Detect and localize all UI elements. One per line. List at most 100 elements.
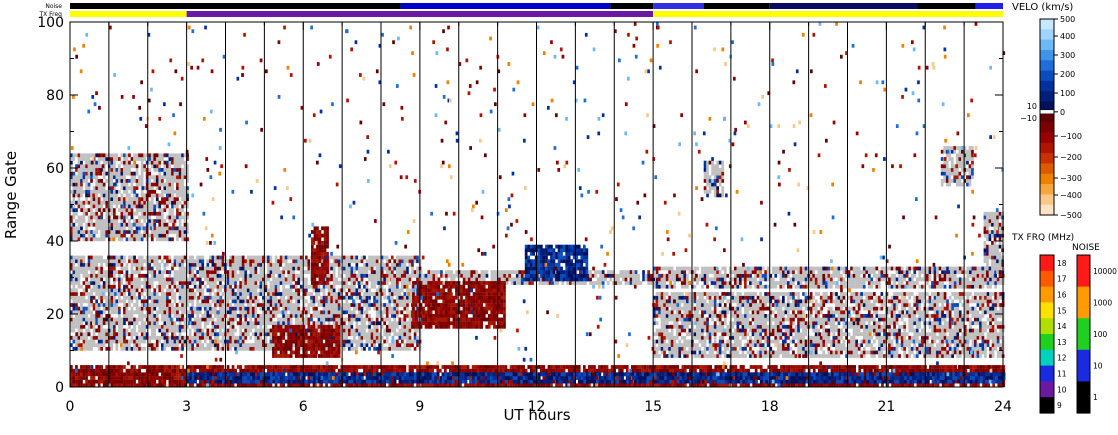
range-cell	[140, 197, 144, 201]
range-cell	[766, 295, 770, 300]
range-cell	[254, 317, 258, 322]
range-cell	[168, 171, 172, 176]
range-cell	[244, 332, 248, 337]
range-cell	[85, 306, 88, 311]
range-cell	[345, 295, 349, 300]
range-cell	[784, 350, 788, 355]
range-cell	[262, 277, 265, 282]
range-cell	[726, 299, 730, 304]
range-cell	[72, 270, 76, 274]
range-cell	[221, 273, 225, 278]
range-cell	[75, 324, 78, 329]
range-cell	[503, 273, 506, 278]
range-cell	[75, 310, 78, 315]
range-cell	[130, 266, 134, 271]
range-cell	[82, 157, 86, 161]
range-cell	[746, 332, 750, 337]
range-cell	[110, 211, 114, 216]
range-cell	[178, 277, 182, 282]
range-cell	[701, 321, 704, 326]
range-cell	[173, 168, 177, 172]
range-cell	[178, 193, 182, 198]
range-cell	[85, 321, 88, 326]
range-cell	[163, 160, 167, 165]
range-cell	[229, 328, 232, 333]
range-cell	[100, 153, 103, 158]
range-cell	[95, 288, 98, 293]
range-cell	[113, 284, 116, 289]
range-cell	[226, 262, 230, 267]
range-cell	[658, 314, 661, 318]
range-cell	[153, 189, 157, 194]
range-cell	[226, 303, 230, 307]
range-cell	[462, 277, 466, 282]
range-cell	[665, 314, 669, 318]
range-cell	[728, 335, 732, 340]
range-cell	[688, 292, 692, 296]
range-cell	[358, 328, 361, 333]
range-cell	[118, 273, 121, 278]
range-cell	[188, 335, 192, 340]
range-cell	[125, 343, 129, 347]
range-cell	[158, 160, 162, 165]
range-cell	[209, 281, 212, 285]
range-cell	[72, 262, 76, 267]
range-cell	[183, 310, 187, 315]
header-bars	[70, 3, 1003, 17]
range-cell	[337, 281, 341, 285]
range-cell	[143, 266, 146, 271]
range-cell	[97, 219, 101, 223]
range-cell	[723, 306, 727, 311]
range-cell	[163, 222, 167, 227]
range-cell	[716, 346, 719, 351]
range-cell	[133, 288, 136, 293]
range-cell	[249, 262, 253, 267]
range-cell	[688, 332, 692, 337]
range-cell	[72, 215, 76, 220]
range-cell	[383, 346, 386, 351]
range-cell	[246, 306, 250, 311]
range-cell	[731, 335, 735, 340]
range-cell	[302, 306, 306, 311]
range-cell	[102, 226, 106, 231]
range-cell	[153, 299, 157, 304]
range-cell	[262, 262, 265, 267]
range-cell	[345, 306, 349, 311]
range-cell	[355, 288, 359, 293]
range-cell	[759, 343, 762, 347]
range-cell	[77, 317, 81, 322]
range-cell	[135, 157, 139, 161]
range-cell	[670, 328, 674, 333]
range-cell	[92, 295, 96, 300]
range-cell	[241, 284, 245, 289]
range-cell	[383, 266, 386, 271]
range-cell	[538, 281, 542, 285]
range-cell	[171, 277, 174, 282]
range-cell	[226, 281, 230, 285]
range-cell	[186, 230, 189, 234]
range-cell	[769, 292, 773, 296]
range-cell	[158, 219, 162, 223]
range-cell	[173, 215, 177, 220]
range-cell	[82, 314, 86, 318]
range-cell	[188, 281, 192, 285]
range-cell	[128, 324, 131, 329]
range-cell	[678, 299, 682, 304]
range-cell	[305, 321, 308, 326]
range-cell	[219, 314, 222, 318]
range-cell	[85, 266, 88, 271]
range-cell	[209, 255, 212, 260]
range-cell	[673, 303, 676, 307]
range-cell	[259, 306, 263, 311]
range-cell	[128, 343, 131, 347]
range-cell	[128, 153, 131, 158]
range-cell	[611, 273, 615, 278]
range-cell	[665, 343, 669, 347]
range-cell	[191, 255, 194, 260]
range-cell	[198, 255, 202, 260]
range-cell	[670, 335, 674, 340]
range-cell	[72, 328, 76, 333]
range-cell	[385, 317, 389, 322]
range-cell	[105, 233, 109, 238]
range-cell	[166, 343, 169, 347]
